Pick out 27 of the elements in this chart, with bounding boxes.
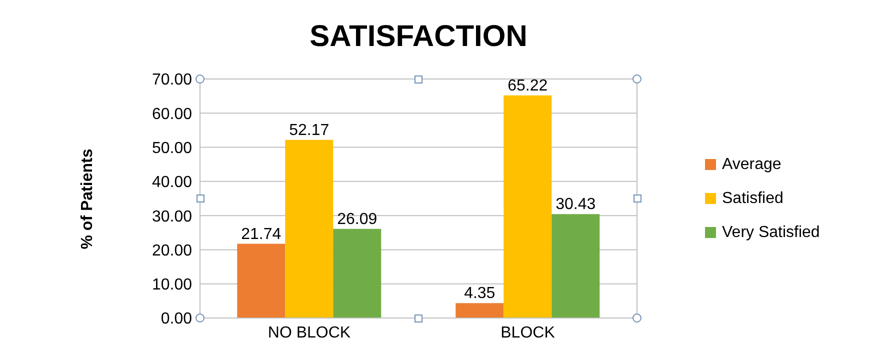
y-tick-label: 60.00: [152, 106, 192, 123]
bar: [456, 303, 504, 318]
bar: [552, 214, 600, 318]
x-tick-label: BLOCK: [500, 324, 556, 342]
y-tick-label: 0.00: [160, 310, 192, 328]
y-tick-label: 40.00: [152, 174, 192, 192]
legend-label: Very Satisfied: [722, 222, 820, 242]
data-label: 30.43: [556, 196, 596, 214]
x-tick-label: NO BLOCK: [268, 324, 351, 342]
bar: [333, 228, 382, 318]
legend-label: Satisfied: [722, 188, 784, 208]
data-label: 21.74: [241, 226, 282, 243]
y-tick-label: 70.00: [152, 72, 192, 89]
y-axis-title: % of Patients: [79, 148, 97, 249]
bar: [504, 95, 552, 318]
bar: [285, 140, 334, 318]
bar: [237, 244, 286, 318]
y-tick-label: 10.00: [152, 276, 192, 294]
legend-label: Average: [722, 154, 782, 174]
data-label: 65.22: [508, 77, 548, 94]
chart-title: SATISFACTION: [308, 20, 528, 54]
y-tick-label: 50.00: [152, 140, 192, 157]
y-tick-label: 20.00: [152, 242, 192, 260]
data-label: 52.17: [289, 122, 330, 139]
data-label: 4.35: [464, 285, 496, 302]
data-label: 26.09: [337, 210, 378, 228]
y-tick-label: 30.00: [152, 208, 192, 226]
